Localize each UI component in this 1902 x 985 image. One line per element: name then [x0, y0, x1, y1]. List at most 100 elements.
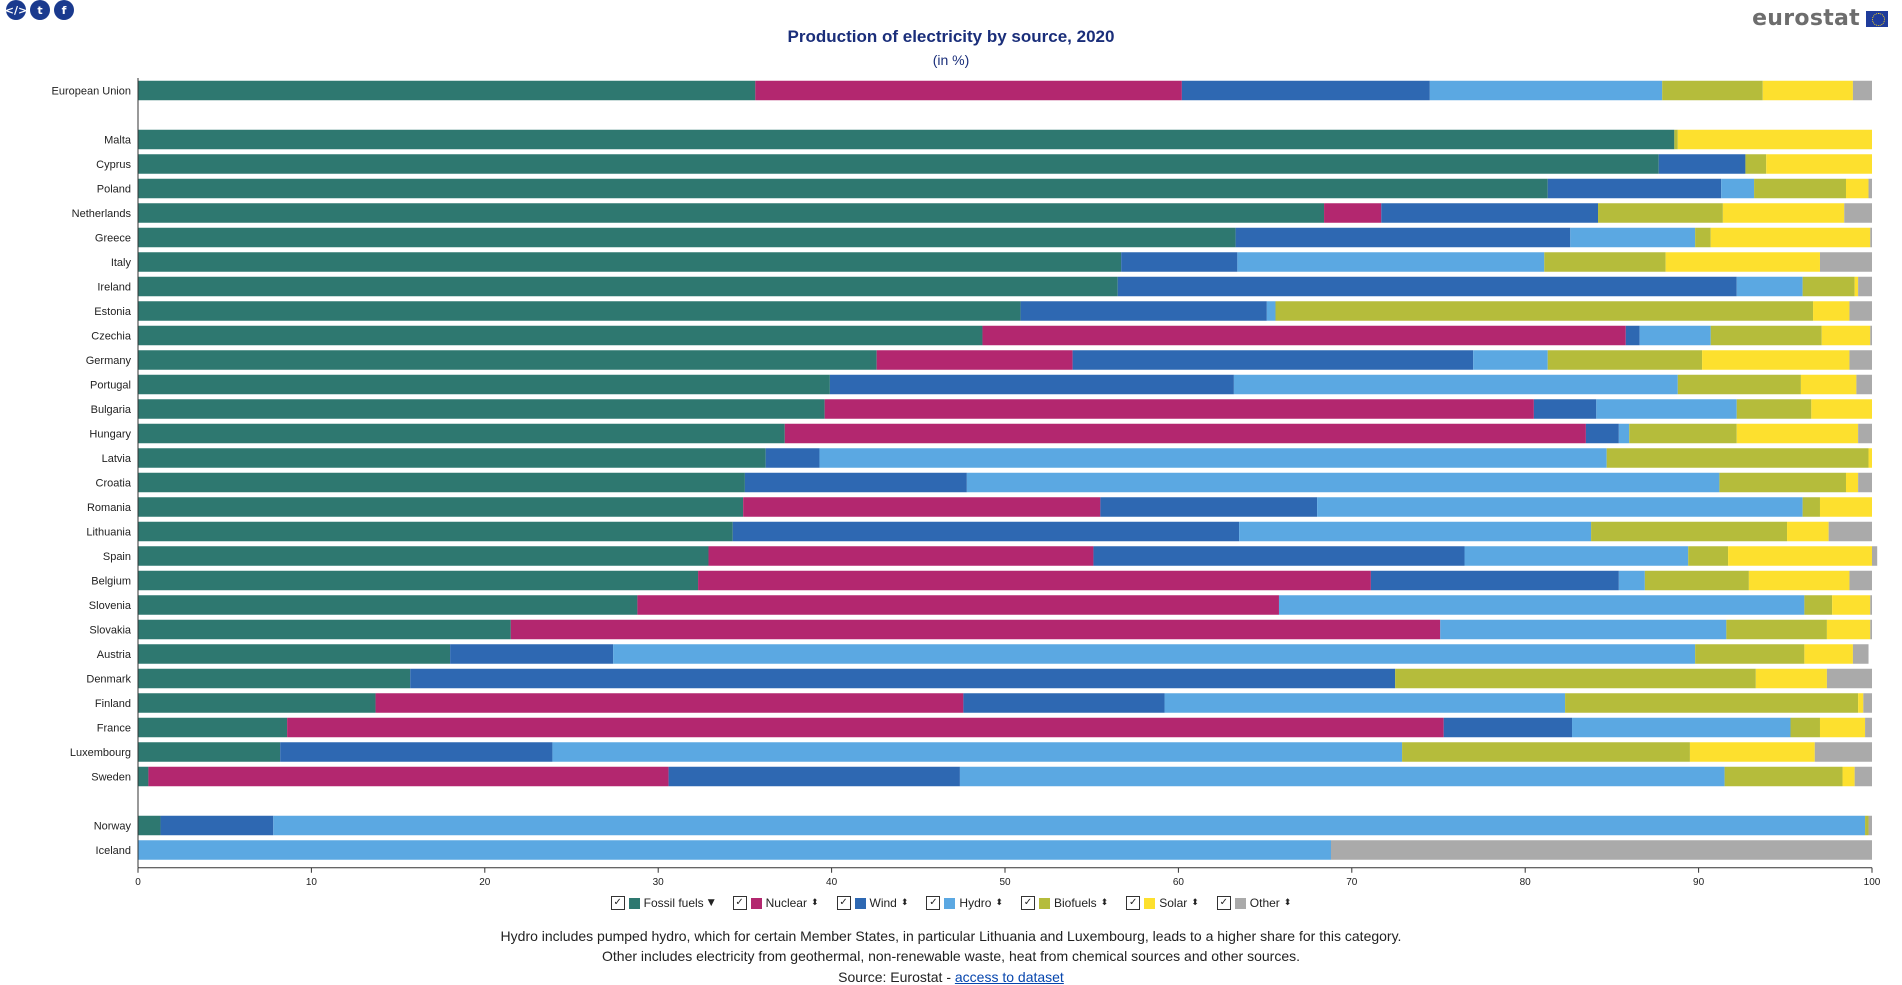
access-dataset-link[interactable]: access to dataset: [954, 969, 1064, 985]
category-label: Iceland: [96, 845, 131, 857]
legend-swatch: [1038, 897, 1050, 909]
stacked-bar-chart: European Union Malta Cyprus Poland Netherlan…: [51, 78, 1881, 888]
bar-segment-other: [1858, 276, 1872, 297]
bar-segment-nuclear: [708, 546, 1094, 566]
bar-segment-other: [1826, 668, 1872, 689]
category-label: Hungary: [89, 429, 131, 441]
category-label: European Union: [51, 86, 131, 98]
sort-icon[interactable]: ▼: [707, 898, 715, 908]
bar-segment-fossil-fuels: [138, 644, 451, 664]
bar-segment-hydro: [966, 472, 1720, 493]
category-label: Poland: [97, 184, 131, 196]
bar-segment-solar: [1766, 154, 1872, 174]
source-line: Source: Eurostat - access to dataset: [0, 969, 1902, 985]
legend-checkbox[interactable]: ✓: [732, 896, 747, 910]
x-tick-label: 20: [479, 877, 491, 888]
bar-segment-hydro: [1237, 252, 1545, 272]
legend-label: Other: [1249, 896, 1280, 910]
category-label: Greece: [95, 233, 131, 245]
bar-segment-wind: [1093, 546, 1465, 566]
legend-checkbox[interactable]: ✓: [1126, 896, 1141, 910]
bar-segment-hydro: [1464, 546, 1689, 566]
category-label: Spain: [103, 551, 131, 563]
bar-segment-solar: [1755, 668, 1827, 689]
bar-segment-solar: [1845, 178, 1869, 199]
bar-segment-fossil-fuels: [138, 325, 983, 346]
category-label: Bulgaria: [91, 404, 132, 416]
bar-segment-biofuels: [1674, 129, 1678, 150]
bar-segment-nuclear: [148, 766, 669, 787]
bar-segment-biofuels: [1804, 595, 1833, 615]
bar-segment-other: [1872, 546, 1878, 566]
bar-segment-hydro: [959, 766, 1725, 787]
bar-segment-wind: [732, 521, 1240, 542]
bar-segment-wind: [668, 766, 960, 787]
bar-segment-wind: [1370, 570, 1619, 591]
legend-checkbox[interactable]: ✓: [610, 896, 625, 910]
bar-segment-hydro: [1440, 619, 1727, 640]
code-icon[interactable]: </>: [5, 0, 27, 20]
bar-segment-wind: [1121, 252, 1238, 272]
bar-segment-wind: [1547, 178, 1722, 199]
legend-checkbox[interactable]: ✓: [926, 896, 941, 910]
category-label: Luxembourg: [70, 747, 131, 759]
bar-segment-solar: [1811, 399, 1872, 419]
bar-segment-hydro: [1639, 325, 1711, 346]
bar-segment-hydro: [1278, 595, 1805, 615]
sort-icon[interactable]: ⬍: [1283, 898, 1292, 908]
bar-segment-nuclear: [287, 717, 1444, 738]
legend-item-fossil-fuels[interactable]: ✓ Fossil fuels ▼: [610, 896, 715, 910]
legend-checkbox[interactable]: ✓: [1216, 896, 1231, 910]
legend-item-hydro[interactable]: ✓ Hydro ⬍: [926, 896, 1003, 910]
bar-segment-fossil-fuels: [138, 521, 733, 542]
bar-segment-fossil-fuels: [138, 276, 1118, 297]
bar-segment-fossil-fuels: [138, 374, 830, 395]
category-label: Slovenia: [89, 600, 132, 612]
bar-segment-other: [1819, 252, 1872, 272]
legend-item-biofuels[interactable]: ✓ Biofuels ⬍: [1020, 896, 1109, 910]
legend-label: Nuclear: [765, 896, 807, 910]
sort-icon[interactable]: ⬍: [1100, 898, 1109, 908]
bar-segment-other: [1852, 644, 1869, 664]
sort-icon[interactable]: ⬍: [1191, 898, 1199, 908]
legend-item-other[interactable]: ✓ Other ⬍: [1216, 896, 1292, 910]
category-label: Estonia: [94, 306, 132, 318]
sort-icon[interactable]: ⬍: [900, 898, 909, 908]
bar-segment-hydro: [1618, 423, 1630, 444]
bar-segment-biofuels: [1544, 252, 1666, 272]
legend-item-nuclear[interactable]: ✓ Nuclear ⬍: [732, 896, 819, 910]
bar-segment-fossil-fuels: [138, 619, 511, 640]
bar-segment-biofuels: [1745, 154, 1767, 174]
bar-segment-fossil-fuels: [138, 399, 825, 419]
category-label: Slovakia: [89, 625, 131, 637]
bar-segment-solar: [1748, 570, 1850, 591]
bar-segment-other: [1858, 472, 1872, 493]
legend-item-wind[interactable]: ✓ Wind ⬍: [836, 896, 909, 910]
facebook-icon[interactable]: f: [54, 0, 74, 20]
legend-checkbox[interactable]: ✓: [1020, 896, 1035, 910]
bar-segment-hydro: [138, 840, 1331, 860]
x-tick-label: 60: [1173, 877, 1185, 888]
bar-segment-nuclear: [698, 570, 1371, 591]
bar-segment-solar: [1762, 80, 1853, 101]
legend-checkbox[interactable]: ✓: [836, 896, 851, 910]
bar-segment-hydro: [819, 448, 1607, 468]
bar-segment-wind: [1443, 717, 1573, 738]
bar-segment-solar: [1710, 227, 1871, 248]
sort-icon[interactable]: ⬍: [810, 898, 819, 908]
bar-segment-wind: [1658, 154, 1746, 174]
bar-segment-biofuels: [1565, 693, 1859, 713]
bar-segment-solar: [1842, 766, 1855, 787]
bar-segment-other: [1870, 595, 1872, 615]
bar-segment-nuclear: [784, 423, 1586, 444]
bar-segment-solar: [1736, 423, 1859, 444]
bar-segment-wind: [744, 472, 967, 493]
twitter-icon[interactable]: t: [30, 0, 50, 20]
legend-item-solar[interactable]: ✓ Solar ⬍: [1126, 896, 1199, 910]
bar-segment-fossil-fuels: [138, 595, 638, 615]
sort-icon[interactable]: ⬍: [995, 898, 1003, 908]
bar-segment-nuclear: [755, 80, 1182, 101]
x-tick-label: 40: [826, 877, 838, 888]
bar-segment-solar: [1677, 129, 1872, 150]
bar-segment-hydro: [1570, 227, 1696, 248]
